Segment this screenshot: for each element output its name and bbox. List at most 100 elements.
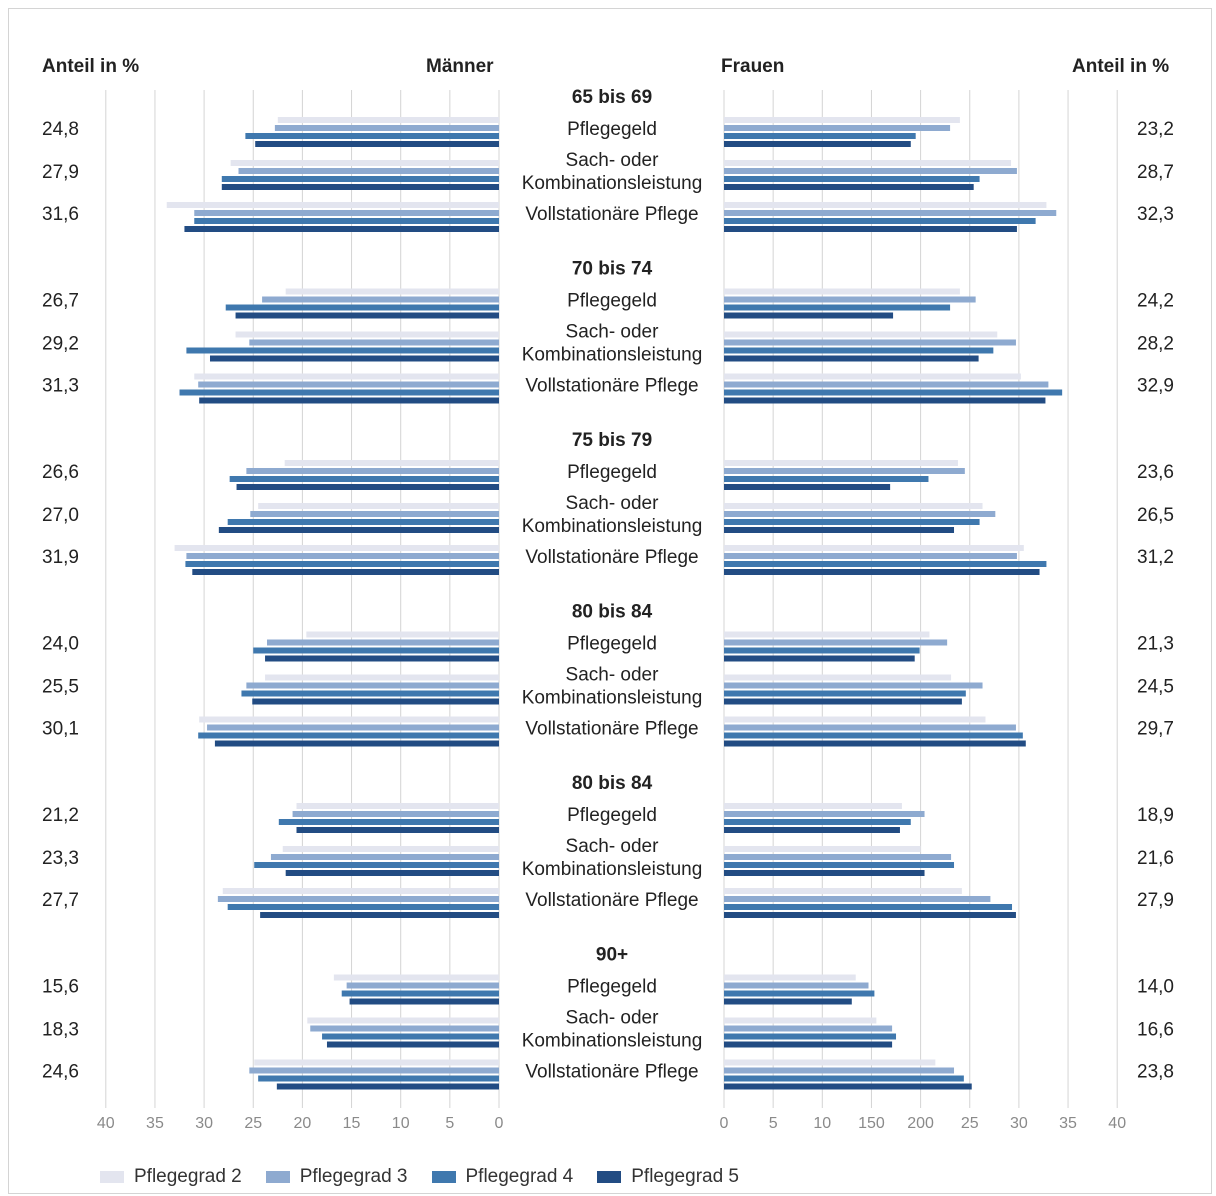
men-bar — [255, 141, 499, 147]
men-bar — [262, 296, 499, 303]
men-total-value: 24,0 — [42, 634, 79, 655]
men-bar — [333, 974, 499, 981]
women-total-value: 23,6 — [1137, 462, 1174, 483]
women-bar — [724, 476, 929, 482]
women-total-value: 14,0 — [1137, 977, 1174, 998]
women-bar — [724, 381, 1049, 388]
men-bar — [217, 896, 499, 902]
category-label: Pflegegeld — [567, 291, 657, 312]
women-bar — [724, 202, 1047, 208]
men-bar — [285, 288, 499, 295]
women-bar — [724, 655, 915, 662]
women-total-value: 21,6 — [1137, 848, 1174, 869]
legend-item-pg3: Pflegegrad 3 — [265, 1166, 408, 1188]
age-group-label: 70 bis 74 — [572, 259, 653, 280]
men-total-value: 26,6 — [42, 462, 79, 483]
category-label: Sach- oder — [566, 1008, 660, 1029]
women-bar — [724, 397, 1046, 404]
chart-frame — [8, 8, 1212, 1194]
women-tick-label: 0 — [720, 1115, 729, 1132]
men-bar — [238, 168, 499, 174]
population-care-chart: 40 35 30 25 20 15 10 5 0 0 5 10 150 200 25 30 35 40 65 bis… — [42, 87, 1174, 1132]
category-label: Kombinationsleistung — [522, 688, 703, 709]
men-bar — [198, 732, 499, 739]
women-bar — [724, 990, 875, 997]
women-bar — [724, 974, 856, 981]
men-bar — [285, 870, 499, 876]
men-bar — [292, 811, 499, 817]
men-bar — [249, 339, 499, 346]
women-bar — [724, 304, 951, 311]
women-bar — [724, 373, 1021, 380]
men-bar — [227, 904, 499, 910]
men-bar — [254, 1059, 499, 1066]
women-bar — [724, 288, 960, 295]
category-label: Pflegegeld — [567, 977, 657, 998]
women-bar — [724, 347, 994, 354]
men-total-value: 21,2 — [42, 805, 79, 826]
men-bar — [192, 569, 499, 575]
women-bar — [724, 168, 1017, 174]
women-bar — [724, 312, 894, 319]
category-label: Sach- oder — [566, 493, 660, 514]
women-bar — [724, 1067, 955, 1074]
women-bar — [724, 226, 1017, 232]
category-label: Kombinationsleistung — [522, 345, 703, 366]
women-bar — [724, 862, 955, 868]
men-bar — [306, 631, 499, 638]
men-bar — [341, 990, 499, 997]
women-bar — [724, 819, 911, 825]
women-bar — [724, 1025, 893, 1032]
women-bar — [724, 141, 911, 147]
women-bar — [724, 468, 965, 474]
women-tick-label: 40 — [1108, 1115, 1126, 1132]
women-bar — [724, 389, 1063, 396]
category-label: Sach- oder — [566, 322, 660, 343]
men-bar — [235, 312, 499, 319]
age-group-label: 90+ — [596, 945, 628, 966]
women-bar — [724, 1059, 936, 1066]
women-bar — [724, 1083, 972, 1090]
men-total-value: 23,3 — [42, 848, 79, 869]
men-bar — [221, 184, 499, 190]
women-bar — [724, 210, 1057, 216]
men-tick-label: 15 — [343, 1115, 361, 1132]
category-label: Kombinationsleistung — [522, 859, 703, 880]
women-total-value: 31,2 — [1137, 547, 1174, 568]
age-group-label: 65 bis 69 — [572, 87, 652, 108]
women-total-value: 29,7 — [1137, 719, 1174, 740]
category-label: Kombinationsleistung — [522, 516, 703, 537]
men-bar — [229, 476, 499, 482]
men-bar — [207, 724, 499, 731]
men-bar — [235, 331, 499, 338]
women-bar — [724, 732, 1023, 739]
men-bar — [166, 202, 499, 208]
men-tick-label: 5 — [445, 1115, 454, 1132]
women-bar — [724, 519, 980, 525]
men-bar — [296, 827, 499, 833]
women-bar — [724, 998, 852, 1005]
men-bar — [209, 355, 500, 362]
women-bar — [724, 1041, 893, 1048]
women-bar — [724, 339, 1016, 346]
category-label: Pflegegeld — [567, 119, 657, 140]
women-bar — [724, 631, 930, 638]
legend-item-pg4: Pflegegrad 4 — [431, 1166, 573, 1188]
men-total-value: 26,7 — [42, 291, 79, 312]
women-total-value: 26,5 — [1137, 505, 1174, 526]
men-bar — [260, 912, 499, 918]
women-bar — [724, 982, 869, 989]
category-label: Pflegegeld — [567, 634, 657, 655]
men-total-value: 27,9 — [42, 162, 79, 183]
men-bar — [278, 819, 499, 825]
women-bar — [724, 698, 962, 705]
women-total-value: 24,5 — [1137, 677, 1174, 698]
women-bar — [724, 888, 962, 894]
men-bar — [245, 133, 499, 139]
women-total-value: 32,3 — [1137, 204, 1174, 225]
women-bar — [724, 561, 1047, 567]
women-bar — [724, 176, 980, 182]
men-bar — [241, 690, 500, 697]
category-label: Vollstationäre Pflege — [525, 719, 698, 740]
men-tick-label: 35 — [146, 1115, 164, 1132]
